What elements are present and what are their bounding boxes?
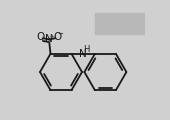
Text: N: N — [45, 34, 53, 44]
Text: O: O — [54, 32, 62, 42]
Text: +: + — [49, 34, 55, 39]
Bar — [95, 13, 145, 34]
Text: O: O — [36, 32, 44, 42]
Text: H: H — [83, 45, 89, 54]
Text: −: − — [57, 31, 63, 37]
Text: N: N — [79, 49, 87, 59]
